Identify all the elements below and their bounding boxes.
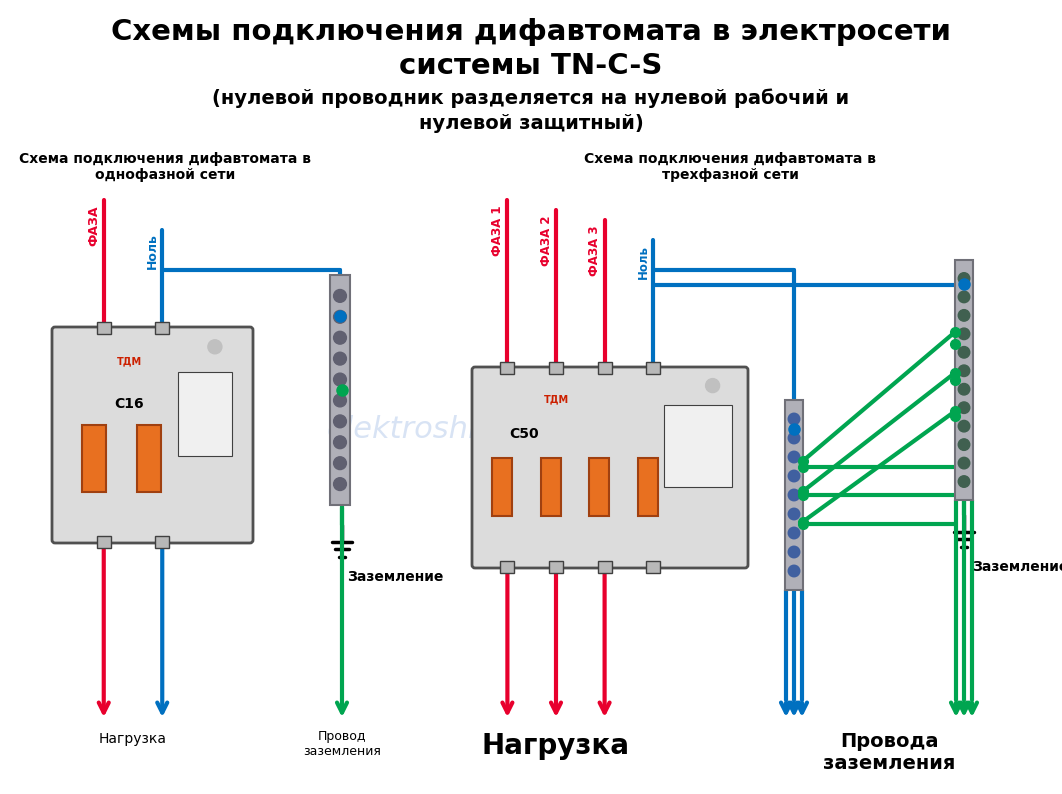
Text: elektroshkola.ru: elektroshkola.ru xyxy=(326,415,573,445)
Text: ТДМ: ТДМ xyxy=(117,357,141,367)
Circle shape xyxy=(788,451,800,463)
Bar xyxy=(549,362,563,374)
Bar xyxy=(598,362,612,374)
Circle shape xyxy=(958,439,970,450)
Bar xyxy=(97,536,110,548)
Text: Провода
заземления: Провода заземления xyxy=(823,732,955,773)
Circle shape xyxy=(958,291,970,303)
Circle shape xyxy=(958,328,970,340)
Circle shape xyxy=(705,379,720,392)
Circle shape xyxy=(788,413,800,425)
Circle shape xyxy=(788,489,800,501)
Text: (нулевой проводник разделяется на нулевой рабочий и: (нулевой проводник разделяется на нулево… xyxy=(212,88,850,107)
Bar xyxy=(82,425,106,491)
Circle shape xyxy=(958,402,970,414)
Bar xyxy=(330,275,350,505)
Bar xyxy=(549,561,563,573)
Text: Нагрузка: Нагрузка xyxy=(99,732,167,746)
Circle shape xyxy=(788,470,800,482)
Text: Провод
заземления: Провод заземления xyxy=(303,730,381,758)
Bar xyxy=(500,561,514,573)
Text: C16: C16 xyxy=(115,396,144,410)
Text: ТДМ: ТДМ xyxy=(544,395,568,404)
Text: ФАЗА 3: ФАЗА 3 xyxy=(588,225,601,276)
Circle shape xyxy=(788,508,800,520)
Text: нулевой защитный): нулевой защитный) xyxy=(418,114,644,133)
Circle shape xyxy=(333,353,346,365)
Bar xyxy=(541,458,561,516)
Circle shape xyxy=(958,384,970,395)
Bar xyxy=(492,458,512,516)
Bar xyxy=(500,362,514,374)
Circle shape xyxy=(958,272,970,284)
Circle shape xyxy=(333,457,346,469)
Bar xyxy=(137,425,160,491)
Text: Нагрузка: Нагрузка xyxy=(482,732,630,760)
Bar xyxy=(646,561,661,573)
Circle shape xyxy=(958,420,970,432)
Circle shape xyxy=(333,290,346,303)
Bar xyxy=(177,372,233,456)
Text: Ноль: Ноль xyxy=(145,233,158,269)
Bar xyxy=(97,322,110,334)
Bar xyxy=(955,260,973,500)
Bar xyxy=(646,362,661,374)
Circle shape xyxy=(958,310,970,321)
Circle shape xyxy=(333,310,346,323)
Circle shape xyxy=(958,457,970,468)
Text: Схема подключения дифавтомата в
трехфазной сети: Схема подключения дифавтомата в трехфазн… xyxy=(584,152,876,182)
Circle shape xyxy=(333,394,346,407)
Circle shape xyxy=(788,565,800,576)
Circle shape xyxy=(788,527,800,539)
Circle shape xyxy=(958,365,970,376)
Text: ФАЗА 1: ФАЗА 1 xyxy=(491,205,503,256)
FancyBboxPatch shape xyxy=(52,327,253,543)
Bar xyxy=(589,458,610,516)
FancyBboxPatch shape xyxy=(472,367,748,568)
Text: системы TN-C-S: системы TN-C-S xyxy=(399,52,663,80)
Circle shape xyxy=(958,346,970,358)
Circle shape xyxy=(958,476,970,488)
Circle shape xyxy=(788,432,800,444)
Text: Заземление: Заземление xyxy=(347,570,443,584)
Circle shape xyxy=(788,546,800,557)
Text: C50: C50 xyxy=(509,427,538,441)
Bar xyxy=(155,322,169,334)
Bar xyxy=(638,458,657,516)
Circle shape xyxy=(208,340,222,354)
Circle shape xyxy=(333,415,346,428)
Bar xyxy=(785,400,803,590)
Text: ФАЗА: ФАЗА xyxy=(87,205,100,245)
Text: Схема подключения дифавтомата в
однофазной сети: Схема подключения дифавтомата в однофазн… xyxy=(19,152,311,182)
Circle shape xyxy=(333,331,346,344)
Bar xyxy=(598,561,612,573)
Circle shape xyxy=(333,478,346,491)
Circle shape xyxy=(333,436,346,449)
Bar xyxy=(664,405,732,487)
Bar xyxy=(155,536,169,548)
Text: Схемы подключения дифавтомата в электросети: Схемы подключения дифавтомата в электрос… xyxy=(112,18,950,46)
Text: ФАЗА 2: ФАЗА 2 xyxy=(539,215,552,265)
Text: Заземление: Заземление xyxy=(972,560,1062,574)
Text: Ноль: Ноль xyxy=(637,245,650,279)
Circle shape xyxy=(333,373,346,386)
